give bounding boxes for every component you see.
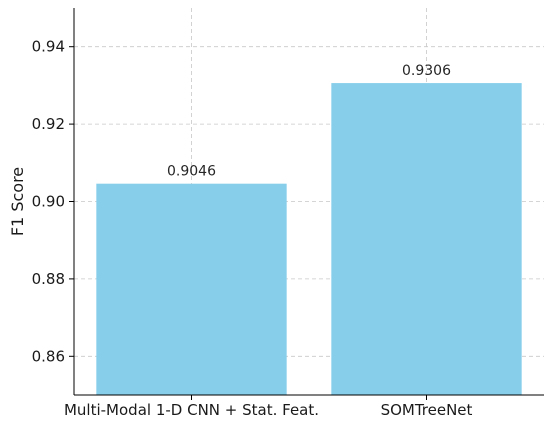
data-labels: 0.9046 0.9306 [167,63,451,180]
y-tick-label: 0.88 [32,270,65,288]
y-ticks: 0.86 0.88 0.90 0.92 0.94 [32,38,74,365]
y-tick-label: 0.94 [32,38,65,56]
y-tick-label: 0.90 [32,193,65,211]
bars [96,83,522,395]
x-tick-label: Multi-Modal 1-D CNN + Stat. Feat. [64,401,319,419]
y-tick-label: 0.86 [32,347,65,365]
y-axis-title: F1 Score [8,167,27,236]
y-tick-label: 0.92 [32,115,65,133]
x-tick-label: SOMTreeNet [381,401,473,419]
bar-value-label: 0.9046 [167,164,216,180]
bar-value-label: 0.9306 [402,63,451,79]
bar [96,183,287,395]
bar [331,83,522,395]
x-ticks: Multi-Modal 1-D CNN + Stat. Feat. SOMTree… [64,395,473,419]
